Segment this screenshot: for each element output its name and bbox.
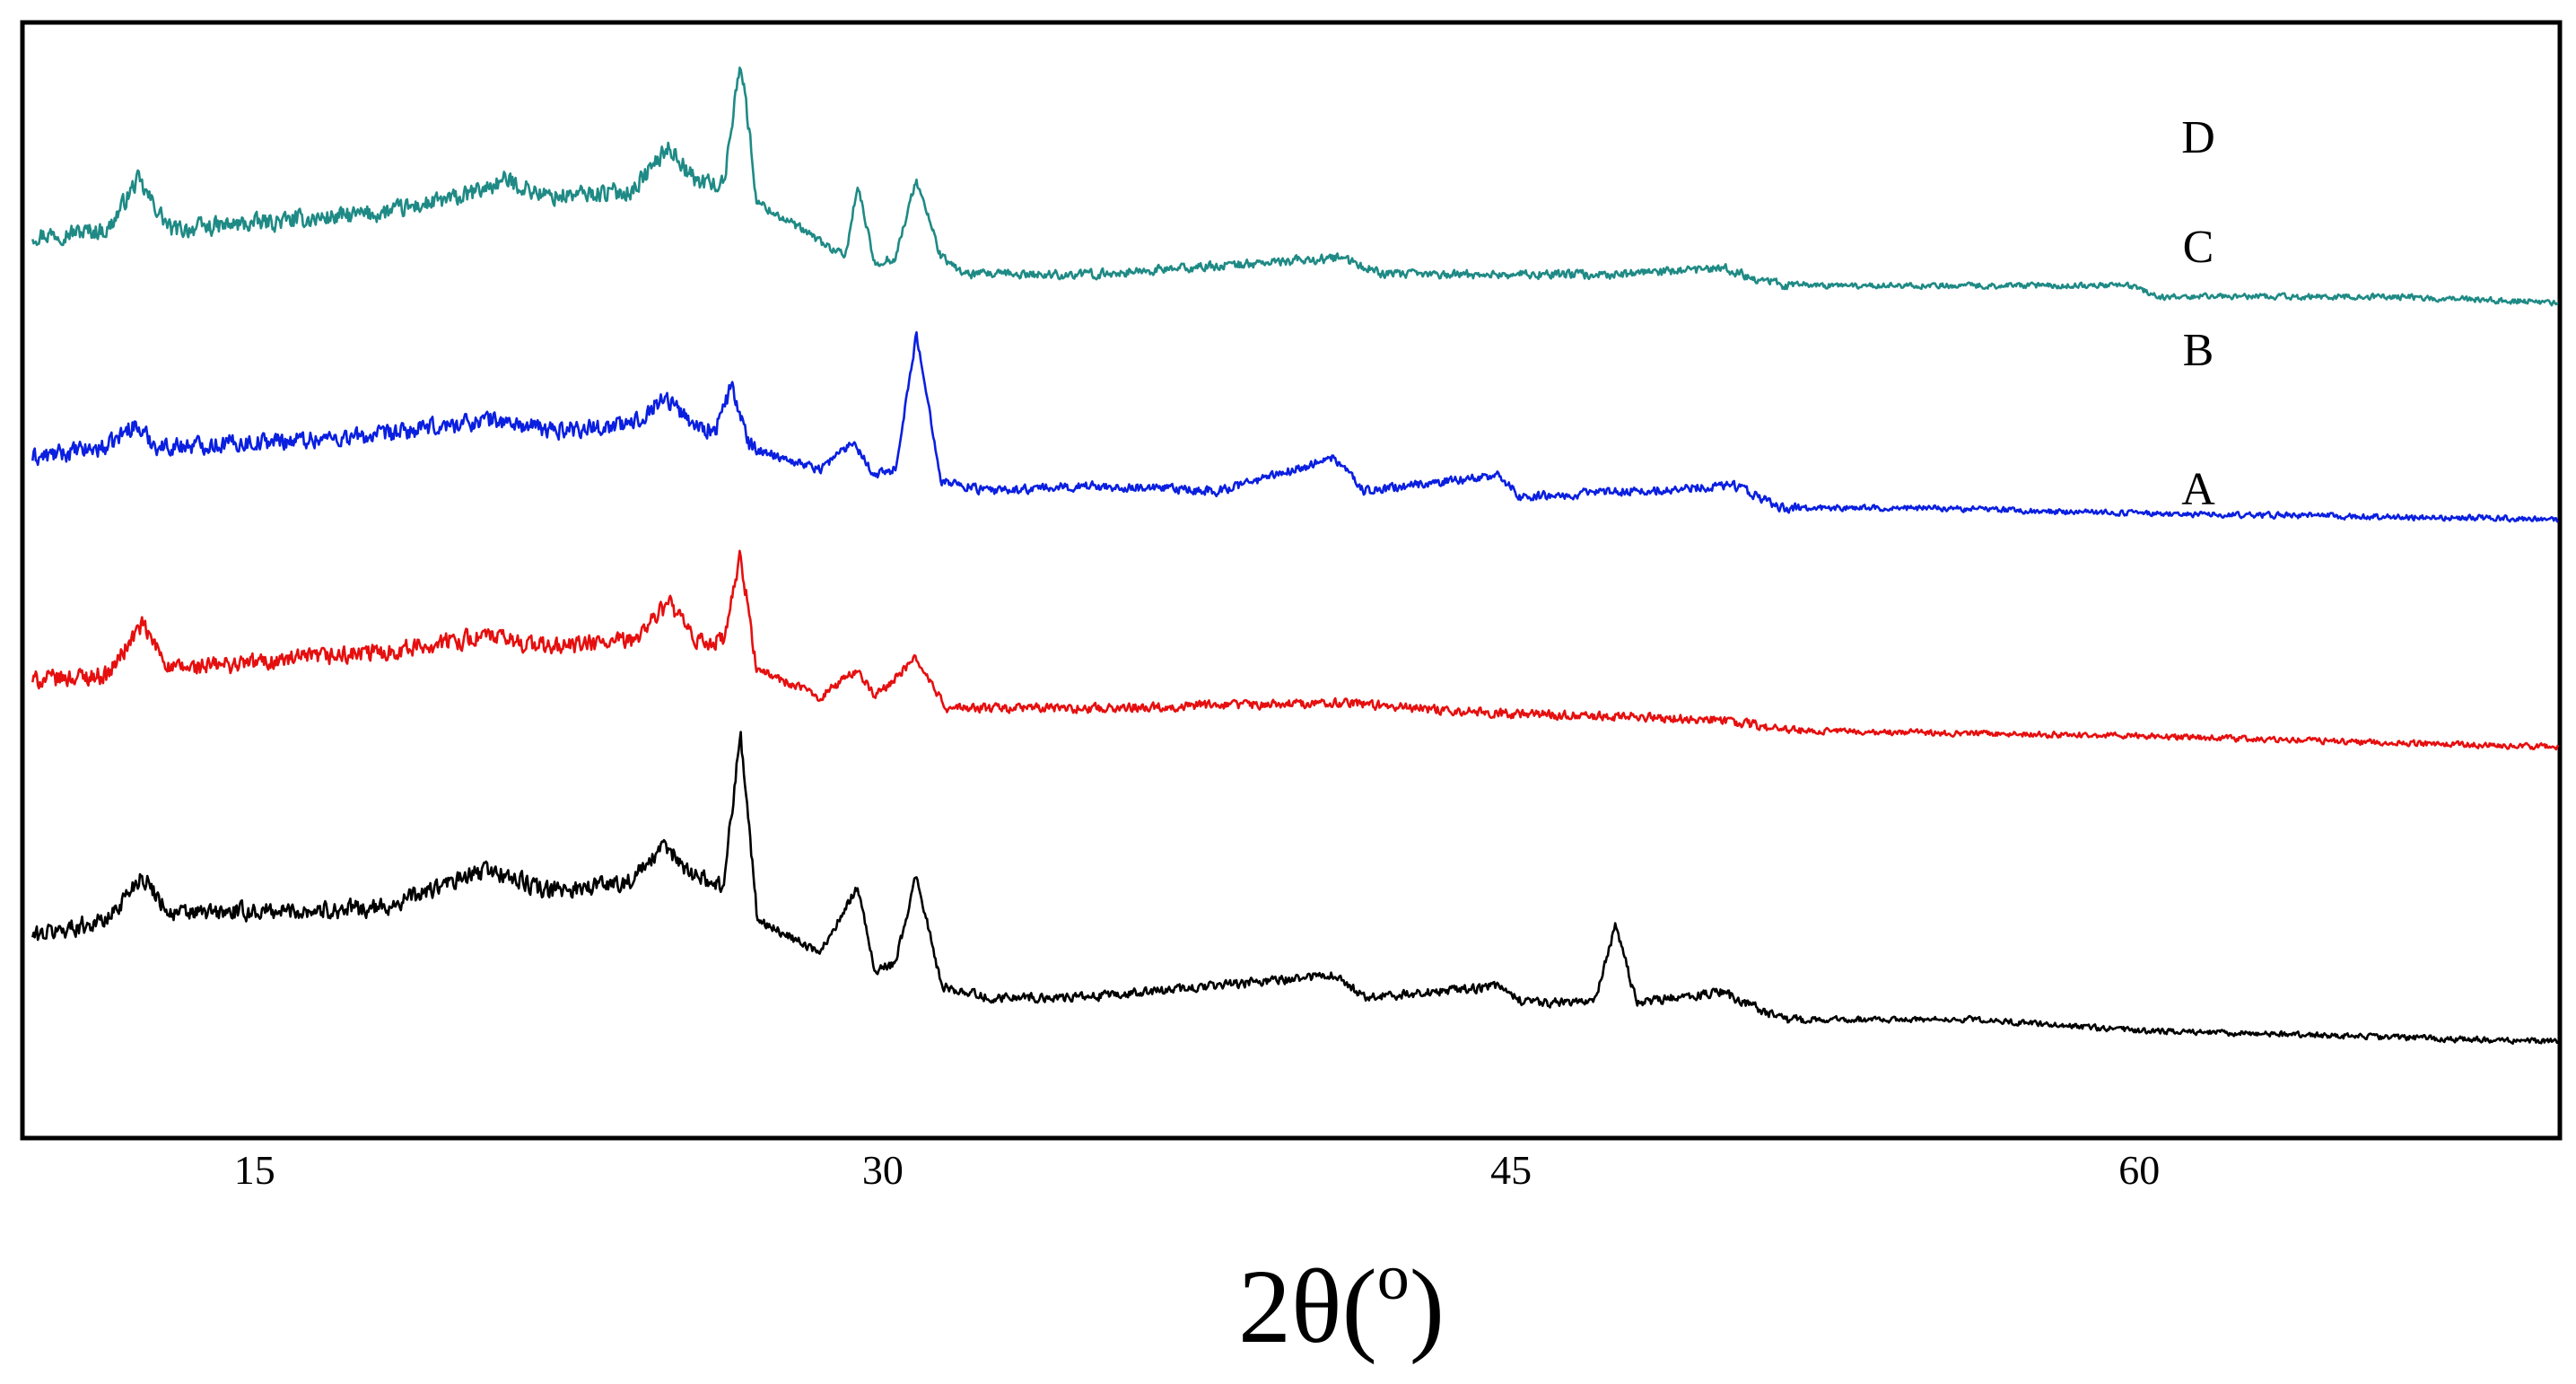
series-line-B — [31, 549, 2560, 751]
series-label-layer: D C B A — [2181, 112, 2215, 515]
series-line-C — [31, 331, 2559, 523]
x-tick-label-15: 15 — [234, 1147, 275, 1193]
series-label-C: C — [2183, 222, 2214, 273]
x-tick-label-60: 60 — [2118, 1147, 2160, 1193]
x-tick-layer: 15 30 45 60 — [234, 1147, 2160, 1193]
series-label-D: D — [2181, 112, 2215, 163]
x-axis-title-suffix: ) — [1410, 1248, 1445, 1365]
x-axis-title: 2θ(o) — [1238, 1241, 1445, 1365]
x-axis-title-main: 2θ( — [1238, 1248, 1377, 1365]
series-layer — [31, 66, 2560, 1045]
series-line-D — [31, 66, 2559, 307]
series-line-A — [31, 731, 2560, 1045]
series-label-A: A — [2181, 464, 2215, 515]
series-label-B: B — [2183, 325, 2214, 376]
x-tick-label-30: 30 — [862, 1147, 904, 1193]
x-axis-title-superscript: o — [1377, 1241, 1410, 1313]
x-tick-label-45: 45 — [1490, 1147, 1532, 1193]
plot-frame — [20, 20, 2563, 1141]
